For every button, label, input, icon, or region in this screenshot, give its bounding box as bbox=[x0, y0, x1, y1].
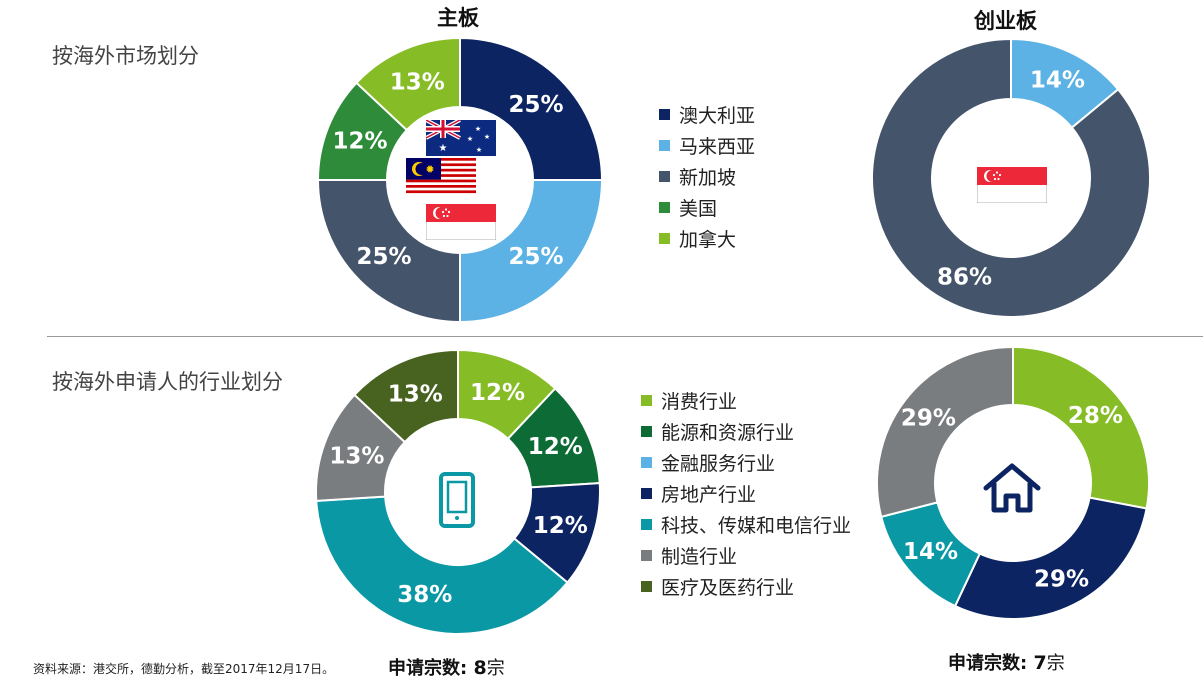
legend-swatch bbox=[641, 519, 652, 530]
source-note: 资料来源：港交所，德勤分析，截至2017年12月17日。 bbox=[33, 662, 335, 676]
slice-label: 12% bbox=[528, 434, 583, 460]
legend-item: 房地产行业 bbox=[641, 478, 851, 509]
legend-swatch bbox=[659, 233, 670, 244]
pie-slice bbox=[459, 179, 604, 324]
gem-count-value: 7 bbox=[1033, 652, 1047, 674]
section-title-market: 按海外市场划分 bbox=[52, 44, 199, 68]
legend-swatch bbox=[659, 171, 670, 182]
legend-swatch bbox=[641, 550, 652, 561]
slice-label: 13% bbox=[329, 444, 384, 470]
donut-chart-main-industry: 12% 12% 12% 38% 13% 13% bbox=[315, 348, 601, 635]
slice-label: 28% bbox=[1068, 403, 1123, 429]
section-divider bbox=[47, 336, 1203, 337]
legend-label: 医疗及医药行业 bbox=[661, 577, 795, 599]
slice-label: 12% bbox=[333, 128, 388, 154]
legend-item: 马来西亚 bbox=[659, 130, 755, 161]
slice-label: 12% bbox=[470, 380, 525, 406]
legend-label: 能源和资源行业 bbox=[661, 422, 795, 444]
slice-label: 14% bbox=[903, 539, 958, 565]
gem-board-title: 创业板 bbox=[974, 9, 1037, 33]
legend-item: 新加坡 bbox=[659, 161, 755, 192]
slice-label: 29% bbox=[901, 405, 956, 431]
slice-label: 25% bbox=[356, 244, 411, 270]
house-icon bbox=[983, 463, 1041, 513]
slice-label: 12% bbox=[533, 513, 588, 539]
legend-item: 能源和资源行业 bbox=[641, 416, 851, 447]
gem-application-count: 申请宗数: 7宗 bbox=[948, 649, 1065, 675]
svg-text:★: ★ bbox=[439, 143, 448, 154]
legend-swatch bbox=[659, 109, 670, 120]
slice-label: 38% bbox=[397, 582, 452, 608]
legend-item: 加拿大 bbox=[659, 223, 755, 254]
australia-flag-icon: ★ ★ ★ ★ ★ bbox=[426, 120, 496, 156]
main-count-value: 8 bbox=[473, 657, 487, 679]
legend-label: 房地产行业 bbox=[661, 484, 757, 506]
legend-swatch bbox=[641, 426, 652, 437]
gem-count-unit: 宗 bbox=[1046, 653, 1065, 674]
svg-text:★: ★ bbox=[476, 146, 482, 154]
legend-swatch bbox=[641, 488, 652, 499]
slice-label: 86% bbox=[937, 265, 992, 291]
legend-label: 制造行业 bbox=[661, 546, 738, 568]
legend-label: 马来西亚 bbox=[679, 136, 756, 158]
donut-chart-main-market: 25% 25% 25% 12% 13% bbox=[316, 36, 604, 324]
legend-swatch bbox=[641, 395, 652, 406]
tablet-icon bbox=[439, 472, 475, 528]
svg-text:★: ★ bbox=[484, 133, 490, 141]
main-count-label: 申请宗数: bbox=[388, 658, 474, 679]
legend-swatch bbox=[641, 457, 652, 468]
slice-label: 13% bbox=[390, 69, 445, 95]
slice-label: 29% bbox=[1034, 566, 1089, 592]
legend-label: 金融服务行业 bbox=[661, 453, 776, 475]
legend-swatch bbox=[641, 581, 652, 592]
legend-industry: 消费行业能源和资源行业 金融服务行业 房地产行业科技、传媒和电信行业 制造行业医疗及医… bbox=[641, 385, 851, 602]
legend-label: 消费行业 bbox=[661, 391, 738, 413]
svg-text:★: ★ bbox=[467, 135, 473, 143]
legend-label: 新加坡 bbox=[679, 167, 737, 189]
malaysia-flag-icon: ✹ bbox=[406, 158, 476, 196]
legend-item: 金融服务行业 bbox=[641, 447, 851, 478]
legend-item: 美国 bbox=[659, 192, 755, 223]
pie-slice bbox=[953, 496, 1148, 620]
pie-slice bbox=[876, 345, 1014, 519]
slice-label: 14% bbox=[1030, 67, 1085, 93]
legend-item: 医疗及医药行业 bbox=[641, 571, 851, 602]
singapore-flag-icon bbox=[426, 204, 496, 240]
main-count-unit: 宗 bbox=[486, 658, 505, 679]
gem-count-label: 申请宗数: bbox=[948, 653, 1034, 674]
legend-label: 科技、传媒和电信行业 bbox=[661, 515, 852, 537]
pie-slice bbox=[353, 348, 459, 444]
legend-item: 澳大利亚 bbox=[659, 99, 755, 130]
legend-label: 美国 bbox=[679, 198, 718, 220]
donut-chart-gem-market: 14% 86% bbox=[871, 37, 1151, 318]
pie-slice bbox=[871, 37, 1151, 318]
pie-slice bbox=[315, 495, 569, 635]
pie-slice bbox=[459, 36, 604, 181]
pie-slice bbox=[1012, 345, 1150, 510]
pie-slice bbox=[316, 179, 461, 324]
donut-chart-gem-industry: 28% 29% 14% 29% bbox=[876, 345, 1150, 620]
svg-text:★: ★ bbox=[475, 125, 481, 133]
section-title-industry: 按海外申请人的行业划分 bbox=[52, 370, 283, 394]
legend-swatch bbox=[659, 140, 670, 151]
slice-label: 13% bbox=[388, 381, 443, 407]
slice-label: 25% bbox=[508, 244, 563, 270]
legend-label: 加拿大 bbox=[679, 229, 737, 251]
svg-text:✹: ✹ bbox=[425, 163, 434, 176]
legend-market: 澳大利亚马来西亚新加坡美国加拿大 bbox=[659, 99, 755, 254]
main-board-title: 主板 bbox=[437, 6, 479, 30]
slice-label: 25% bbox=[508, 92, 563, 118]
legend-item: 制造行业 bbox=[641, 540, 851, 571]
pie-slice bbox=[355, 36, 461, 132]
legend-item: 科技、传媒和电信行业 bbox=[641, 509, 851, 540]
main-application-count: 申请宗数: 8宗 bbox=[388, 654, 505, 680]
legend-item: 消费行业 bbox=[641, 385, 851, 416]
singapore-flag-icon bbox=[977, 167, 1047, 203]
legend-swatch bbox=[659, 202, 670, 213]
legend-label: 澳大利亚 bbox=[679, 105, 756, 127]
